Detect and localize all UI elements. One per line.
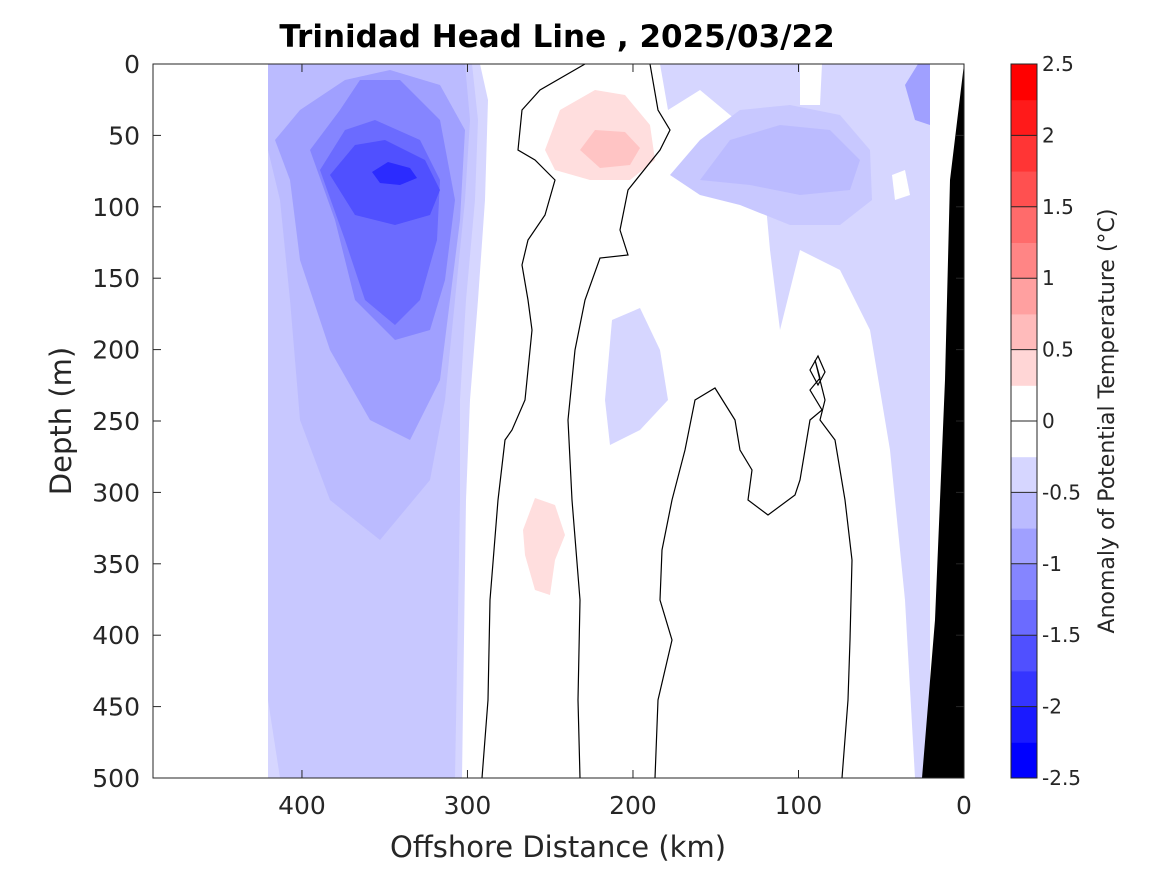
y-axis-title: Depth (m) (44, 347, 78, 495)
colorbar-tick-label: 1.5 (1042, 195, 1074, 219)
x-tick-label: 100 (775, 791, 823, 820)
anomaly-region-0.5-nearshore (660, 64, 930, 778)
colorbar-swatch (1011, 563, 1037, 600)
x-tick-label: 200 (609, 791, 657, 820)
y-tick-label: 400 (92, 621, 140, 650)
colorbar-swatch (1011, 99, 1037, 136)
anomaly-core-coldest (372, 162, 417, 185)
colorbar-title: Anomaly of Potential Temperature (°C) (1095, 209, 1120, 634)
y-tick-label: 100 (92, 193, 140, 222)
y-tick-label: 50 (108, 121, 140, 150)
colorbar-tick-label: 1 (1042, 266, 1055, 290)
anomaly-region-1.0-nearshore (700, 125, 860, 195)
x-tick-label: 300 (444, 791, 492, 820)
colorbar-swatch (1011, 242, 1037, 279)
y-tick-label: 450 (92, 693, 140, 722)
y-tick-label: 0 (124, 50, 140, 79)
colorbar-swatch (1011, 528, 1037, 565)
chart-title: Trinidad Head Line , 2025/03/22 (279, 19, 834, 55)
colorbar-swatch (1011, 385, 1037, 422)
anomaly-field (268, 64, 930, 778)
x-axis: 400 300 200 100 0 (278, 64, 972, 820)
colorbar-swatch (1011, 64, 1037, 101)
colorbar-swatch (1011, 670, 1037, 708)
land-mask (922, 64, 964, 778)
zero-contour-inner (654, 359, 853, 778)
x-tick-label: 400 (278, 791, 326, 820)
x-tick-label: 0 (956, 791, 972, 820)
y-tick-label: 250 (92, 407, 140, 436)
y-tick-label: 300 (92, 478, 140, 507)
colorbar-swatch (1011, 492, 1037, 529)
x-axis-title: Offshore Distance (km) (390, 830, 726, 864)
zero-contour-loop (809, 354, 826, 387)
colorbar-swatch (1011, 742, 1037, 779)
colorbar-tick-label: -0.5 (1042, 480, 1081, 504)
colorbar-swatch (1011, 171, 1037, 208)
y-tick-label: 150 (92, 264, 140, 293)
zero-contour-middle (567, 64, 671, 778)
colorbar-swatch (1011, 135, 1037, 172)
colorbar-tick-label: -1.5 (1042, 623, 1081, 647)
colorbar-swatch (1011, 706, 1037, 743)
colorbar-tick-label: -2.5 (1042, 766, 1081, 790)
colorbar: 2.5 2 1.5 1 0.5 0 -0.5 -1 -1.5 -2 -2.5 (1010, 52, 1081, 790)
zero-contours (481, 64, 853, 778)
y-tick-label: 350 (92, 550, 140, 579)
anomaly-zero-patch-2 (892, 170, 910, 200)
colorbar-tick-label: 2 (1042, 123, 1055, 147)
colorbar-tick-label: -2 (1042, 695, 1062, 719)
colorbar-tick-label: -1 (1042, 552, 1062, 576)
y-tick-label: 200 (92, 336, 140, 365)
y-tick-label: 500 (92, 764, 140, 793)
colorbar-swatch (1011, 278, 1037, 315)
colorbar-tick-label: 0 (1042, 409, 1055, 433)
anomaly-warm-deep (523, 498, 565, 595)
colorbar-tick-label: 2.5 (1042, 52, 1074, 76)
zero-contour-outer (481, 64, 586, 778)
anomaly-region-0.5-mid (605, 308, 668, 445)
anomaly-zero-patch-1 (800, 64, 822, 105)
anomaly-nearshore-surface (905, 64, 930, 125)
colorbar-swatch (1011, 456, 1037, 493)
colorbar-swatch (1011, 421, 1037, 458)
anomaly-warm-upper-core (580, 130, 640, 168)
colorbar-swatch (1011, 206, 1037, 243)
colorbar-tick-label: 0.5 (1042, 338, 1074, 362)
colorbar-swatch (1011, 599, 1037, 636)
y-axis: 0 50 100 150 200 250 300 350 400 450 500 (92, 50, 964, 793)
colorbar-swatch (1011, 313, 1037, 351)
plot-area (152, 63, 965, 779)
colorbar-swatch (1011, 635, 1037, 672)
colorbar-swatch (1011, 349, 1037, 386)
